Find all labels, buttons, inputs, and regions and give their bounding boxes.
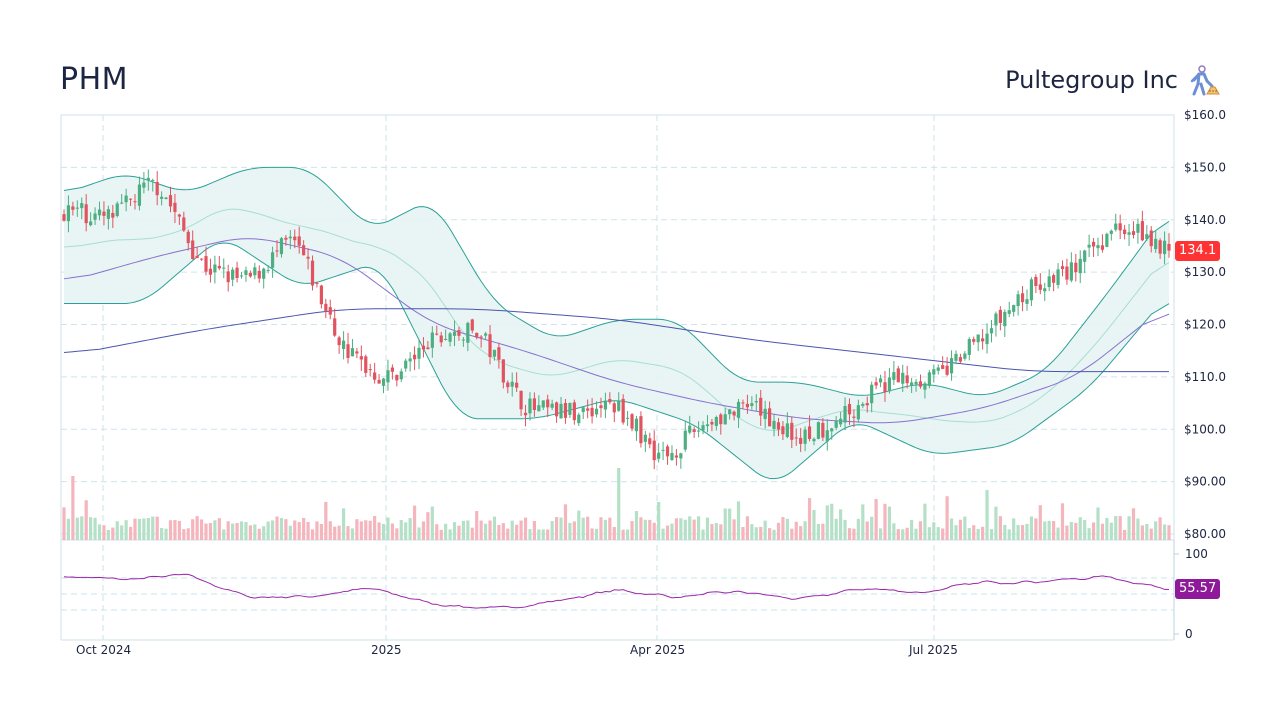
time-tick-label: 2025 xyxy=(371,643,402,657)
volume-bars xyxy=(62,468,1171,540)
time-tick-label: Apr 2025 xyxy=(630,643,685,657)
price-tick-label: $100.0 xyxy=(1184,422,1226,436)
rsi-tick-label: 100 xyxy=(1185,547,1208,561)
time-tick-label: Jul 2025 xyxy=(908,643,958,657)
construction-worker-icon xyxy=(1190,65,1220,96)
rsi-panel xyxy=(63,573,1170,609)
time-axis: Oct 2024 2025 Apr 2025 Jul 2025 xyxy=(76,643,958,657)
price-tick-label: $110.0 xyxy=(1184,370,1226,384)
price-tick-label: $140.0 xyxy=(1184,213,1226,227)
ticker-symbol: PHM xyxy=(60,62,129,97)
bollinger-bands xyxy=(63,166,1170,480)
last-rsi-badge: 55.57 xyxy=(1175,579,1221,599)
price-tick-label: $150.0 xyxy=(1184,160,1226,174)
price-tick-label: $160.0 xyxy=(1184,108,1226,122)
rsi-axis: 100 0 xyxy=(1185,547,1208,641)
moving-averages xyxy=(63,238,1170,424)
rsi-tick-label: 0 xyxy=(1185,627,1193,641)
time-tick-label: Oct 2024 xyxy=(76,643,131,657)
company-name: Pultegroup Inc xyxy=(1005,66,1178,94)
price-axis: $160.0 $150.0 $140.0 $130.0 $120.0 $110.0 $100… xyxy=(1184,108,1226,541)
price-tick-label: $120.0 xyxy=(1184,318,1226,332)
price-tick-label: $130.0 xyxy=(1184,265,1226,279)
price-tick-label: $90.00 xyxy=(1184,475,1226,489)
price-tick-label: $80.00 xyxy=(1184,527,1226,541)
last-price-badge: 134.1 xyxy=(1175,241,1221,261)
candlesticks xyxy=(62,169,1171,470)
